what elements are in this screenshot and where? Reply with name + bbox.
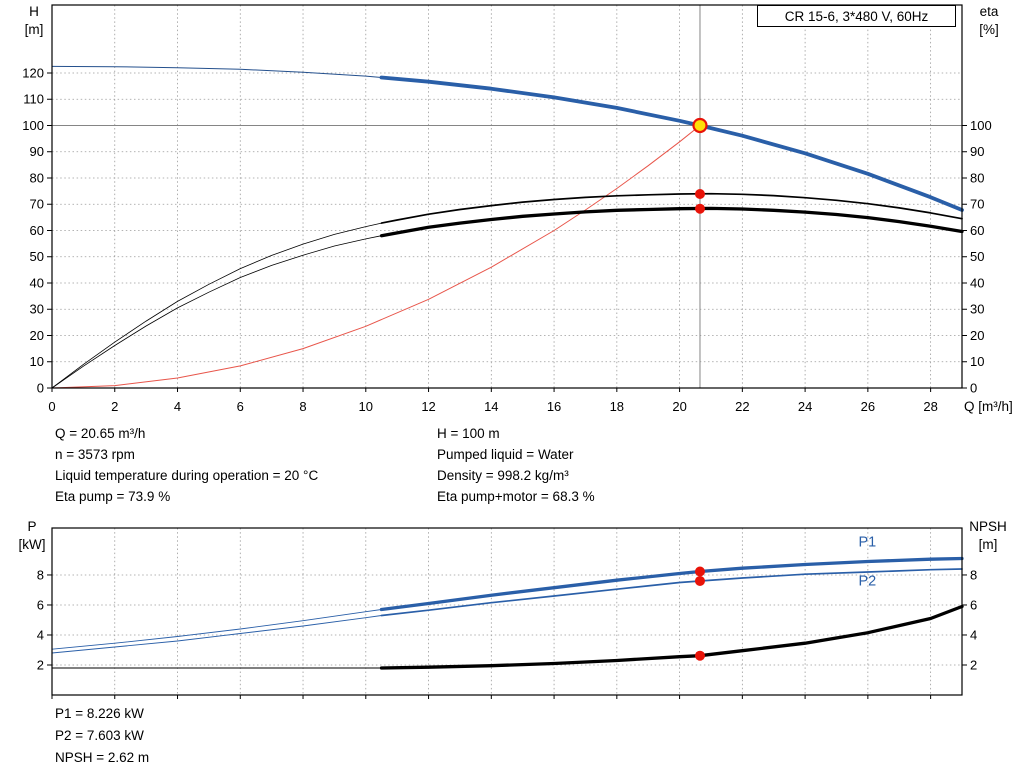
left-tick-label: 120 bbox=[22, 65, 44, 80]
operating-data-right: H = 100 m Pumped liquid = Water Density … bbox=[437, 423, 595, 507]
right-tick-label: 30 bbox=[970, 302, 984, 317]
left-tick-label: 40 bbox=[30, 275, 44, 290]
x-tick-label: 20 bbox=[672, 399, 686, 414]
curve-label-p1: P1 bbox=[858, 534, 876, 550]
pump-model-title-box: CR 15-6, 3*480 V, 60Hz bbox=[757, 5, 956, 27]
left-tick-label: 50 bbox=[30, 249, 44, 264]
x-tick-label: 0 bbox=[48, 399, 55, 414]
left-tick-label: 70 bbox=[30, 197, 44, 212]
right-tick-label: 60 bbox=[970, 223, 984, 238]
info-line-p2: P2 = 7.603 kW bbox=[55, 728, 144, 743]
head-curve bbox=[379, 75, 964, 212]
left-tick-label: 8 bbox=[37, 567, 44, 582]
info-line-eta-pump: Eta pump = 73.9 % bbox=[55, 489, 171, 504]
right-tick-label: 50 bbox=[970, 249, 984, 264]
left-tick-label: 60 bbox=[30, 223, 44, 238]
p-axis-label: P bbox=[27, 519, 37, 534]
head-curve-low-flow bbox=[51, 65, 382, 78]
info-line-eta-total: Eta pump+motor = 68.3 % bbox=[437, 489, 595, 504]
right-tick-label: 6 bbox=[970, 597, 977, 612]
eta-axis-unit: [%] bbox=[979, 22, 999, 37]
info-line-temp: Liquid temperature during operation = 20… bbox=[55, 468, 319, 483]
x-tick-label: 28 bbox=[923, 399, 937, 414]
eta-pump-motor-curve-low-flow bbox=[51, 235, 382, 389]
x-tick-label: 8 bbox=[299, 399, 306, 414]
x-tick-label: 26 bbox=[861, 399, 875, 414]
eta-pump-point bbox=[694, 189, 705, 200]
right-tick-label: 70 bbox=[970, 197, 984, 212]
x-tick-label: 16 bbox=[547, 399, 561, 414]
info-line-q: Q = 20.65 m³/h bbox=[55, 426, 146, 441]
p1-curve bbox=[379, 556, 964, 612]
right-tick-label: 10 bbox=[970, 354, 984, 369]
eta-pump-motor-point bbox=[694, 203, 705, 214]
info-line-liquid: Pumped liquid = Water bbox=[437, 447, 574, 462]
right-tick-label: 80 bbox=[970, 170, 984, 185]
left-tick-label: 4 bbox=[37, 627, 44, 642]
info-line-npsh: NPSH = 2.62 m bbox=[55, 750, 150, 765]
p-axis-unit: [kW] bbox=[18, 537, 46, 552]
right-tick-label: 90 bbox=[970, 144, 984, 159]
p2-curve-low-flow bbox=[51, 615, 382, 654]
npsh-axis-unit: [m] bbox=[978, 537, 998, 552]
npsh-axis-label: NPSH bbox=[969, 519, 1007, 534]
left-tick-label: 90 bbox=[30, 144, 44, 159]
h-axis-unit: [m] bbox=[24, 22, 44, 37]
x-tick-label: 18 bbox=[610, 399, 624, 414]
info-line-p1: P1 = 8.226 kW bbox=[55, 706, 144, 721]
x-tick-label: 4 bbox=[174, 399, 181, 414]
x-tick-label: 2 bbox=[111, 399, 118, 414]
x-tick-label: 14 bbox=[484, 399, 498, 414]
eta-pump-motor-curve bbox=[379, 206, 964, 238]
right-tick-label: 0 bbox=[970, 381, 977, 396]
left-tick-label: 20 bbox=[30, 328, 44, 343]
p1-point bbox=[694, 566, 705, 577]
operating-data-left: Q = 20.65 m³/h n = 3573 rpm Liquid tempe… bbox=[55, 423, 318, 507]
x-tick-label: 24 bbox=[798, 399, 812, 414]
right-tick-label: 20 bbox=[970, 328, 984, 343]
left-tick-label: 30 bbox=[30, 302, 44, 317]
eta-pump-curve-low-flow bbox=[51, 222, 382, 389]
left-tick-label: 0 bbox=[37, 381, 44, 396]
h-axis-label: H bbox=[29, 4, 39, 19]
x-tick-label: 22 bbox=[735, 399, 749, 414]
p2-point bbox=[694, 575, 705, 586]
npsh-curve bbox=[379, 604, 964, 670]
curve-label-p2: P2 bbox=[858, 573, 876, 589]
info-line-rpm: n = 3573 rpm bbox=[55, 447, 135, 462]
npsh-point bbox=[694, 650, 705, 661]
left-tick-label: 6 bbox=[37, 597, 44, 612]
x-tick-label: 10 bbox=[359, 399, 373, 414]
left-tick-label: 80 bbox=[30, 170, 44, 185]
eta-axis-label: eta bbox=[979, 4, 999, 19]
power-data-block: P1 = 8.226 kW P2 = 7.603 kW NPSH = 2.62 … bbox=[55, 703, 149, 769]
p2-curve bbox=[380, 568, 963, 617]
left-tick-label: 2 bbox=[37, 657, 44, 672]
p1-curve-low-flow bbox=[51, 609, 382, 650]
info-line-h: H = 100 m bbox=[437, 426, 500, 441]
system-curve bbox=[51, 125, 701, 389]
left-tick-label: 100 bbox=[22, 118, 44, 133]
right-tick-label: 100 bbox=[970, 118, 992, 133]
left-tick-label: 110 bbox=[23, 92, 44, 107]
right-tick-label: 2 bbox=[970, 657, 977, 672]
right-tick-label: 40 bbox=[970, 275, 984, 290]
plot-frame bbox=[51, 4, 963, 389]
right-tick-label: 8 bbox=[970, 567, 977, 582]
plot-frame bbox=[51, 527, 963, 696]
duty-point-marker bbox=[692, 117, 708, 134]
right-tick-label: 4 bbox=[970, 627, 977, 642]
info-line-density: Density = 998.2 kg/m³ bbox=[437, 468, 569, 483]
eta-pump-curve bbox=[380, 192, 963, 224]
x-tick-label: 12 bbox=[421, 399, 435, 414]
x-tick-label: 6 bbox=[237, 399, 244, 414]
left-tick-label: 10 bbox=[30, 354, 44, 369]
q-axis-label: Q [m³/h] bbox=[964, 399, 1013, 414]
